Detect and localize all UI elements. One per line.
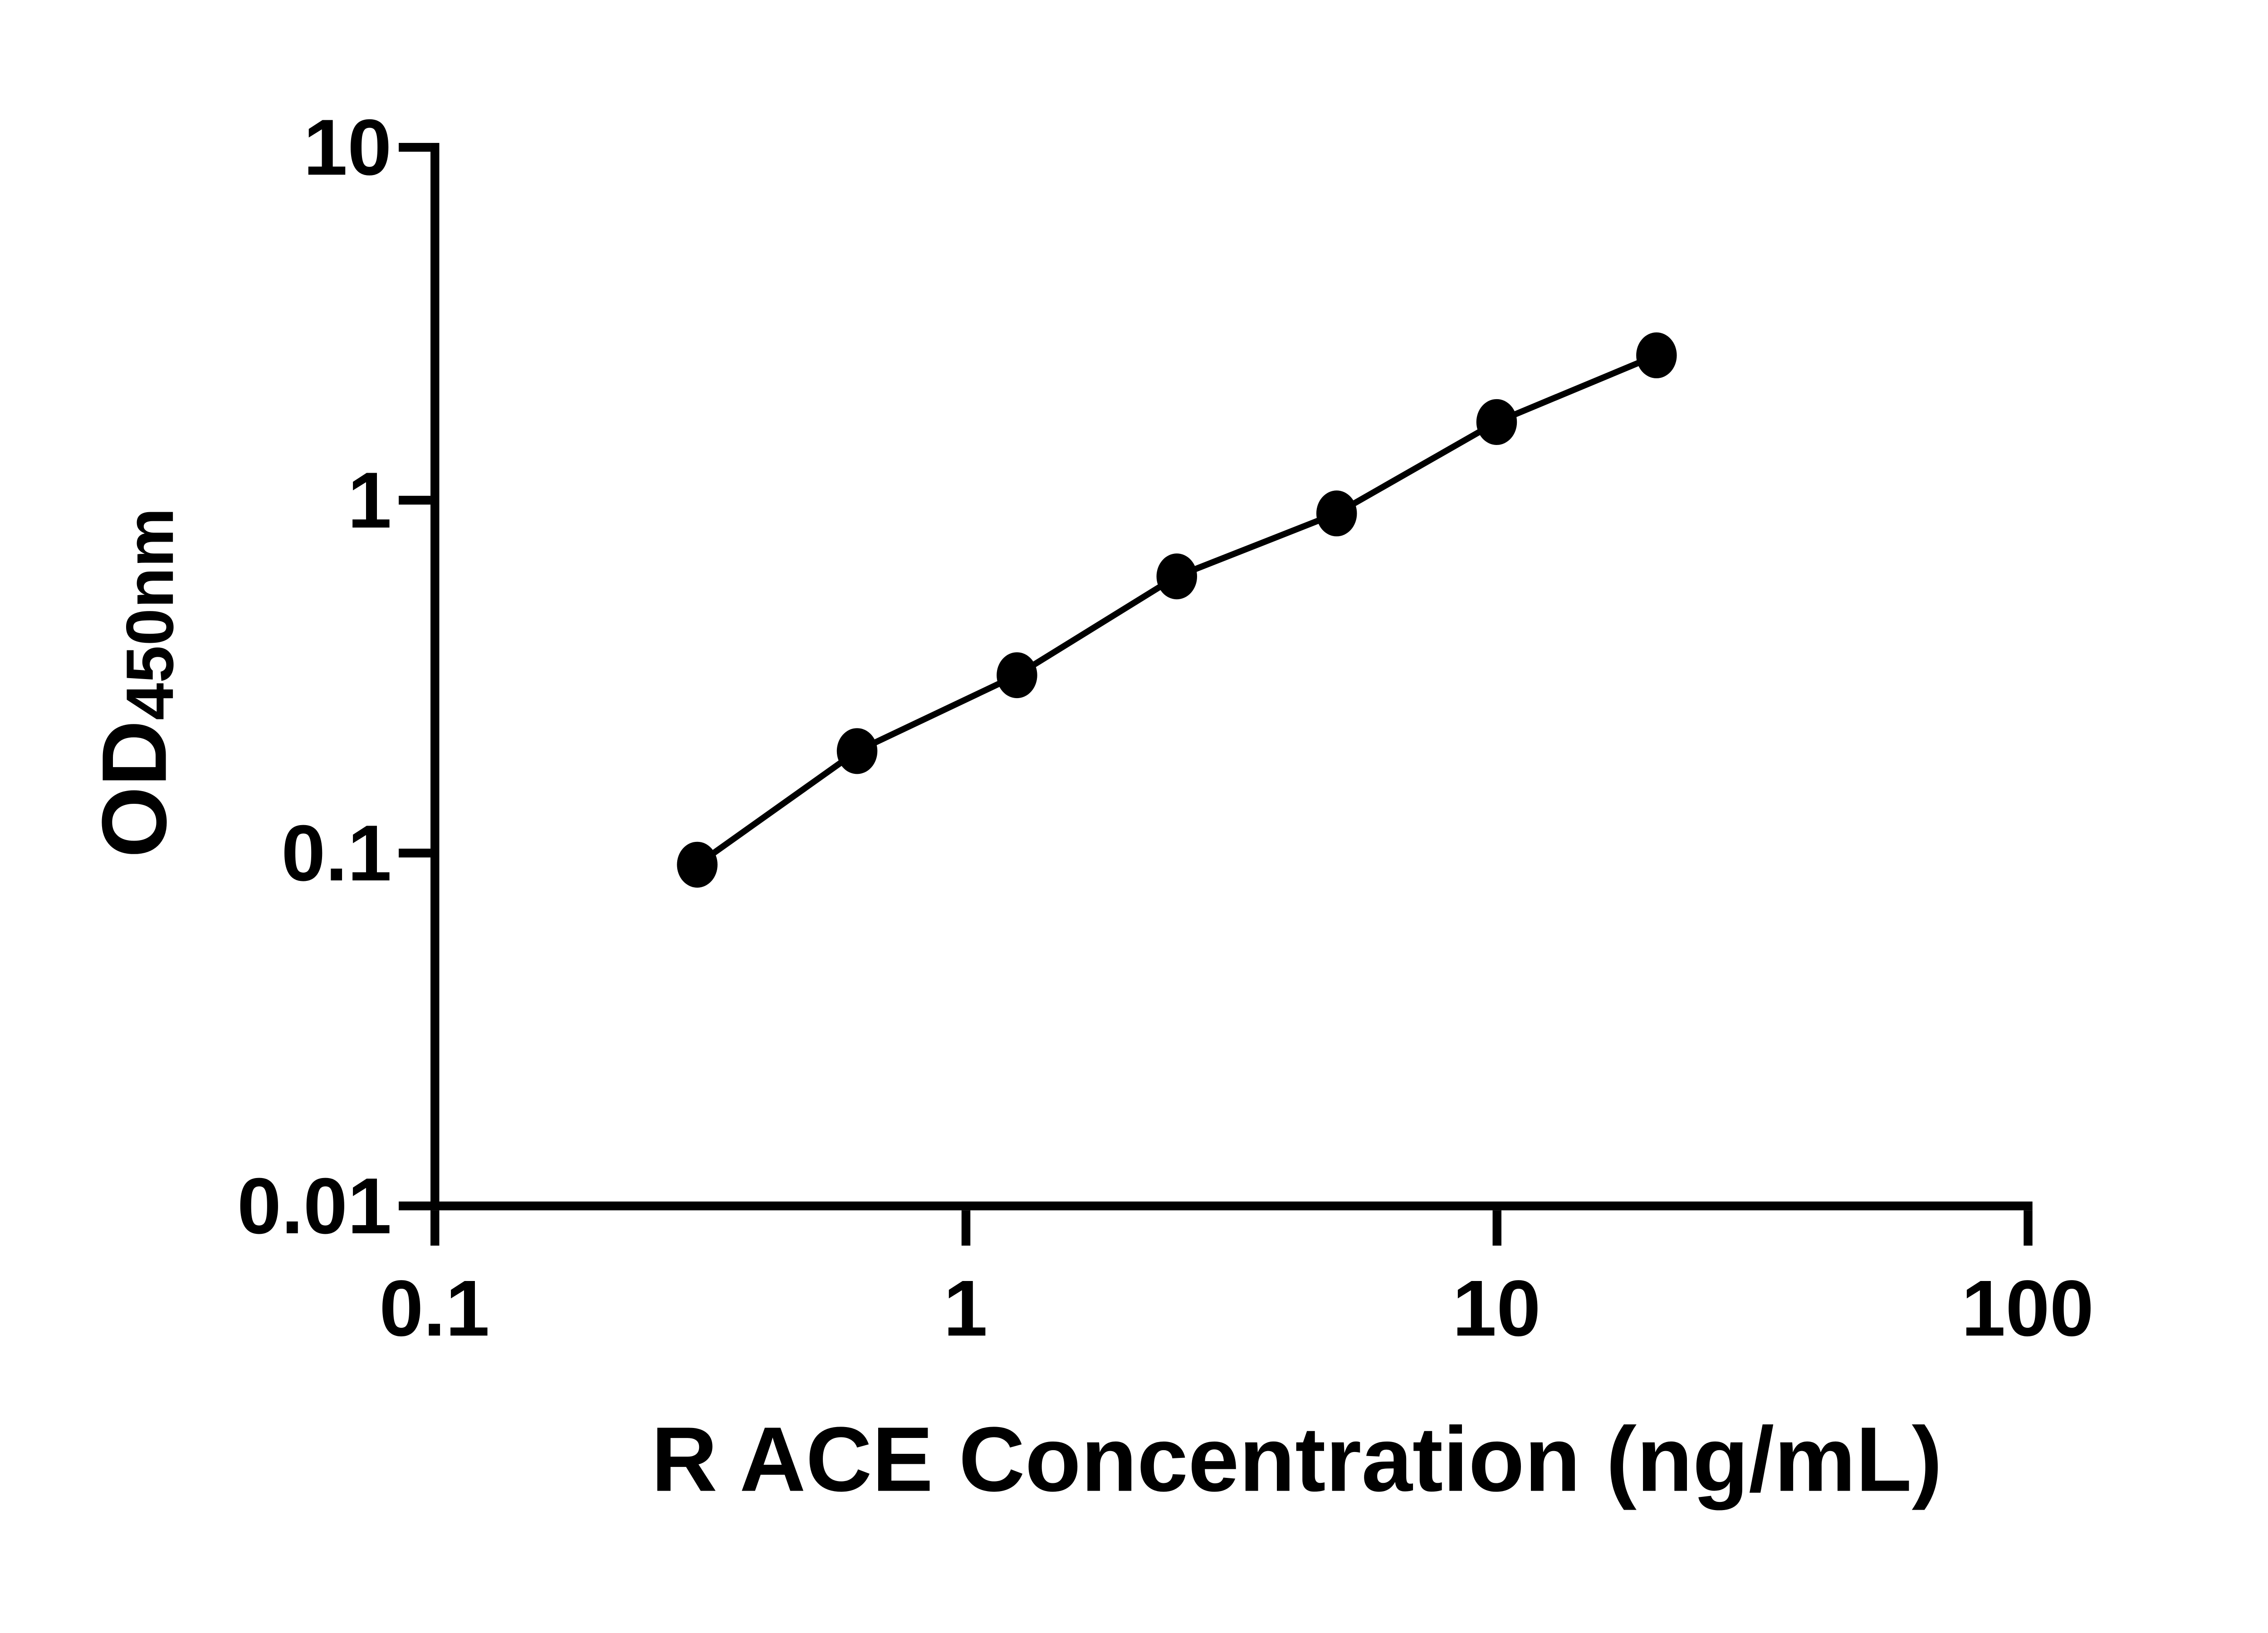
y-tick-1 bbox=[398, 496, 430, 505]
y-axis-title: OD 450nm bbox=[56, 401, 215, 965]
plot-area bbox=[677, 332, 1677, 888]
standard-curve-figure: 10 1 0.1 0.01 0.1 1 10 100 OD 450nm R ACE… bbox=[56, 102, 2094, 1512]
data-points-group bbox=[677, 332, 1677, 888]
y-tick-0_1 bbox=[398, 849, 430, 858]
data-point bbox=[1636, 332, 1677, 378]
x-tick-label-10: 10 bbox=[1452, 1263, 1541, 1354]
x-axis-line bbox=[430, 1202, 2032, 1211]
y-tick-0_01 bbox=[398, 1202, 430, 1211]
x-axis-title: R ACE Concentration (ng/mL) bbox=[651, 1409, 1943, 1512]
x-tick-label-100: 100 bbox=[1961, 1263, 2094, 1354]
data-point bbox=[836, 728, 878, 774]
y-tick-10 bbox=[398, 143, 430, 152]
x-tick-label-1: 1 bbox=[943, 1263, 988, 1354]
x-tick-label-0_1: 0.1 bbox=[379, 1263, 490, 1354]
data-point bbox=[677, 841, 718, 888]
x-tick-0_1 bbox=[430, 1211, 439, 1246]
data-point bbox=[1316, 490, 1357, 537]
y-tick-label-10: 10 bbox=[303, 102, 392, 192]
x-tick-100 bbox=[2023, 1211, 2032, 1246]
x-tick-1 bbox=[961, 1211, 970, 1246]
x-tick-10 bbox=[1492, 1211, 1501, 1246]
y-axis-title-main: OD bbox=[84, 720, 187, 858]
y-tick-label-0_1: 0.1 bbox=[281, 807, 392, 898]
data-point bbox=[1156, 553, 1198, 600]
data-point bbox=[1476, 399, 1517, 445]
y-axis-line bbox=[430, 143, 439, 1211]
y-axis-title-subscript: 450nm bbox=[114, 508, 189, 720]
y-tick-label-1: 1 bbox=[347, 455, 392, 545]
data-point bbox=[997, 652, 1037, 699]
y-tick-label-0_01: 0.01 bbox=[237, 1160, 392, 1251]
